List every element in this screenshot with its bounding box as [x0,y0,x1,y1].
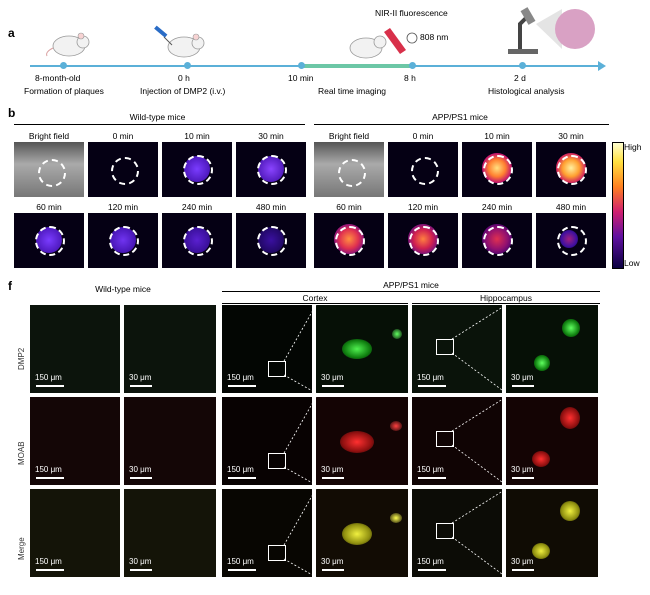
wt-tile-brightfield [14,142,84,197]
panel-a-letter: a [8,26,15,40]
timeline-dot [298,62,305,69]
timeline-time-2: 10 min [288,73,314,83]
f-cortex-merge-zoom: 30 μm [316,489,408,577]
app-label-r1-1: 0 min [412,131,434,141]
timeline-dot [60,62,67,69]
wt-label-r2-3: 480 min [255,202,287,212]
timeline-time-4: 8 h [404,73,416,83]
app-label-r2-3: 480 min [555,202,587,212]
wt-tile-10min [162,142,232,197]
f-hippo-line [412,303,600,304]
app-group-line [314,124,609,125]
app-label-r2-1: 120 min [407,202,439,212]
timeline-dot [409,62,416,69]
f-wt-dmp2-large: 150 μm [30,305,120,393]
f-cortex-header: Cortex [302,293,328,303]
f-hippo-moab-large: 150 μm [412,397,502,485]
app-label-r2-2: 240 min [481,202,513,212]
timeline-arrowhead [598,61,606,71]
f-cortex-dmp2-large: 150 μm [222,305,312,393]
timeline-event-3: Real time imaging [318,86,387,96]
wt-label-r2-2: 240 min [181,202,213,212]
timeline-event-1: Injection of DMP2 (i.v.) [140,86,226,96]
wt-tile-60min [14,213,84,268]
f-hippo-merge-zoom: 30 μm [506,489,598,577]
wt-label-r1-2: 10 min [184,131,210,141]
timeline-dot [184,62,191,69]
f-hippo-moab-zoom: 30 μm [506,397,598,485]
microscope-icon [508,7,595,54]
f-wt-header: Wild-type mice [95,284,151,294]
app-tile-0min [388,142,458,197]
app-label-r1-3: 30 min [558,131,584,141]
wt-label-r1-3: 30 min [258,131,284,141]
colorbar [612,142,624,269]
f-hippo-header: Hippocampus [480,293,532,303]
colorbar-low: Low [624,258,640,268]
panel-f-letter: f [8,279,12,293]
wt-label-r1-0: Bright field [28,131,70,141]
f-wt-merge-small: 30 μm [124,489,216,577]
wt-tile-240min [162,213,232,268]
wt-label-r1-1: 0 min [112,131,134,141]
app-tile-240min [462,213,532,268]
timeline-dot [519,62,526,69]
mouse-icon [46,32,90,57]
app-group-title: APP/PS1 mice [432,112,488,122]
nir-label: NIR-II fluorescence [375,8,448,18]
f-cortex-merge-large: 150 μm [222,489,312,577]
f-hippo-dmp2-large: 150 μm [412,305,502,393]
wt-tile-30min [236,142,306,197]
timeline-time-5: 2 d [514,73,526,83]
syringe-mouse-icon [154,25,205,58]
app-label-r2-0: 60 min [336,202,362,212]
app-label-r1-0: Bright field [328,131,370,141]
f-app-line [222,291,600,292]
f-cortex-dmp2-zoom: 30 μm [316,305,408,393]
app-label-r1-2: 10 min [484,131,510,141]
timeline-time-1: 0 h [178,73,190,83]
f-cortex-moab-zoom: 30 μm [316,397,408,485]
f-wt-merge-large: 150 μm [30,489,120,577]
f-cortex-line [222,303,408,304]
f-hippo-dmp2-zoom: 30 μm [506,305,598,393]
wt-group-line [14,124,305,125]
f-wt-moab-small: 30 μm [124,397,216,485]
app-tile-brightfield [314,142,384,197]
app-tile-10min [462,142,532,197]
wt-group-title: Wild-type mice [129,112,186,122]
colorbar-high: High [624,142,642,152]
f-app-header: APP/PS1 mice [383,280,439,290]
f-wt-dmp2-small: 30 μm [124,305,216,393]
timeline-time-0: 8-month-old [35,73,81,83]
wt-label-r2-1: 120 min [107,202,139,212]
wt-label-r2-0: 60 min [36,202,62,212]
wt-tile-0min [88,142,158,197]
imaging-mouse-icon [349,28,418,59]
f-wt-moab-large: 150 μm [30,397,120,485]
wt-tile-480min [236,213,306,268]
app-tile-30min [536,142,606,197]
app-tile-480min [536,213,606,268]
laser-label: 808 nm [420,32,449,42]
timeline-event-5: Histological analysis [488,86,565,96]
wt-tile-120min [88,213,158,268]
f-cortex-moab-large: 150 μm [222,397,312,485]
imaging-window [300,64,412,68]
panel-b-letter: b [8,106,16,120]
f-hippo-merge-large: 150 μm [412,489,502,577]
timeline-event-0: Formation of plaques [24,86,104,96]
app-tile-60min [314,213,384,268]
app-tile-120min [388,213,458,268]
